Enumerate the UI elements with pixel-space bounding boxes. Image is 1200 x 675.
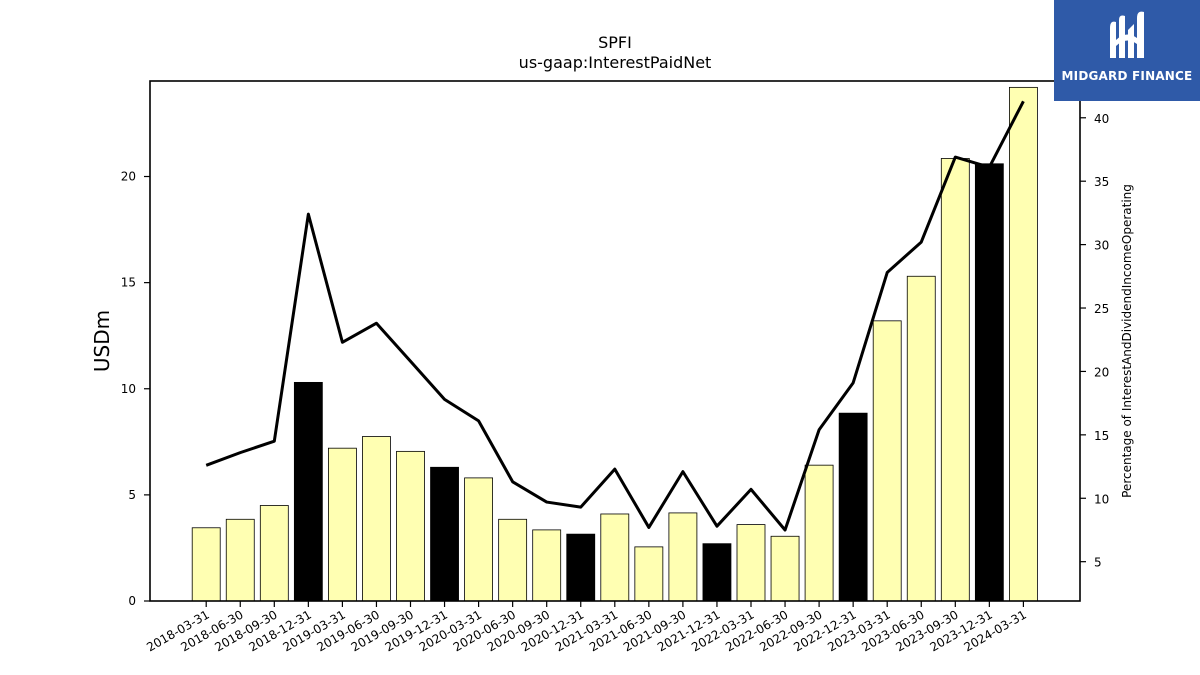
chart-subtitle: us-gaap:InterestPaidNet: [519, 53, 712, 72]
y-tick-label: 15: [121, 276, 136, 290]
percentage-line: [205, 100, 1025, 532]
logo-text: MIDGARD FINANCE: [1061, 69, 1193, 83]
bar-2021-03-31: [600, 513, 630, 602]
bar-2020-06-30: [498, 518, 528, 602]
bars: [191, 86, 1038, 602]
y2-tick-label: 25: [1094, 302, 1109, 316]
bar-2020-09-30: [532, 529, 562, 602]
bar-2019-12-31: [430, 466, 459, 602]
bar-2018-09-30: [259, 505, 289, 602]
y2-tick-label: 20: [1094, 365, 1109, 379]
bar-2021-06-30: [634, 546, 664, 602]
bar-2023-09-30: [940, 158, 970, 602]
bar-2019-03-31: [327, 447, 357, 602]
y-tick-label: 20: [121, 170, 136, 184]
bar-2021-12-31: [702, 543, 732, 602]
chart-title: SPFI: [598, 33, 632, 52]
bar-2020-03-31: [464, 477, 494, 602]
y2-tick-label: 40: [1094, 112, 1109, 126]
y2-tick-label: 10: [1094, 492, 1109, 506]
y-tick-label: 10: [121, 382, 136, 396]
bar-2018-06-30: [225, 518, 255, 602]
bar-2021-09-30: [668, 512, 698, 602]
y-tick-label: 0: [128, 594, 136, 608]
bar-2020-12-31: [566, 533, 596, 602]
bar-2022-09-30: [804, 464, 834, 602]
bar-2023-12-31: [974, 163, 1004, 602]
bar-2019-09-30: [396, 450, 425, 602]
y-axis-label: USDm: [90, 310, 114, 372]
midgard-finance-logo: MIDGARD FINANCE: [1054, 0, 1200, 101]
bar-2019-06-30: [362, 436, 391, 602]
bar-2023-06-30: [906, 275, 936, 602]
y-tick-label: 5: [128, 488, 136, 502]
y2-tick-label: 15: [1094, 429, 1109, 443]
y2-tick-label: 35: [1094, 175, 1109, 189]
bar-2024-03-31: [1009, 86, 1038, 602]
line-layer: [205, 100, 1025, 532]
y2-axis-label: Percentage of InterestAndDividendIncomeO…: [1120, 184, 1134, 498]
bar-2022-12-31: [838, 412, 868, 602]
bar-2018-03-31: [191, 527, 221, 602]
bar-2022-06-30: [770, 535, 800, 602]
y2-tick-label: 30: [1094, 239, 1109, 253]
bar-2022-03-31: [736, 524, 766, 602]
bar-2023-03-31: [872, 320, 902, 602]
bar-2018-12-31: [293, 381, 323, 602]
midgard-logo-icon: [1110, 11, 1144, 59]
y2-tick-label: 5: [1094, 556, 1102, 570]
